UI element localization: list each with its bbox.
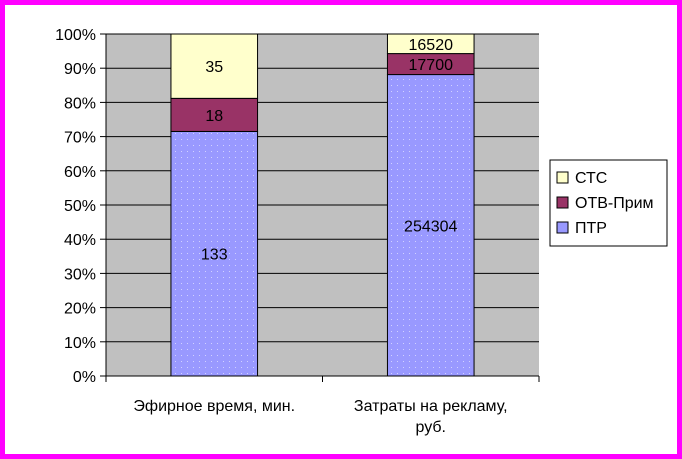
legend-swatch <box>556 171 569 184</box>
y-tick-label: 30% <box>64 266 96 283</box>
y-tick-label: 60% <box>64 164 96 181</box>
y-tick-label: 0% <box>73 369 96 386</box>
data-label: 17700 <box>409 57 454 74</box>
legend-label: СТС <box>575 170 607 187</box>
legend-label: ОТВ-Прим <box>575 195 654 212</box>
legend-swatch <box>556 221 569 234</box>
y-tick-label: 20% <box>64 301 96 318</box>
bar-1-series-1-texture <box>171 132 257 375</box>
bar-2-series-1-texture <box>388 75 474 376</box>
legend <box>549 159 668 247</box>
y-tick-label: 40% <box>64 232 96 249</box>
x-category-label: Затраты на рекламу, <box>354 398 508 415</box>
x-category-label: руб. <box>415 419 446 436</box>
data-label: 18 <box>205 108 223 125</box>
y-tick-label: 100% <box>55 27 96 44</box>
y-tick-label: 10% <box>64 335 96 352</box>
y-tick-label: 70% <box>64 130 96 147</box>
data-label: 35 <box>205 59 223 76</box>
y-tick-label: 50% <box>64 198 96 215</box>
x-category-label: Эфирное время, мин. <box>133 398 295 415</box>
y-tick-label: 90% <box>64 61 96 78</box>
data-label: 254304 <box>404 218 457 235</box>
data-label: 133 <box>201 247 228 264</box>
bar-1-series-3 <box>170 33 259 99</box>
data-label: 16520 <box>409 37 454 54</box>
bar-2-series-3 <box>386 33 475 55</box>
y-tick-label: 80% <box>64 95 96 112</box>
legend-label: ПТР <box>575 220 607 237</box>
legend-swatch <box>556 196 569 209</box>
